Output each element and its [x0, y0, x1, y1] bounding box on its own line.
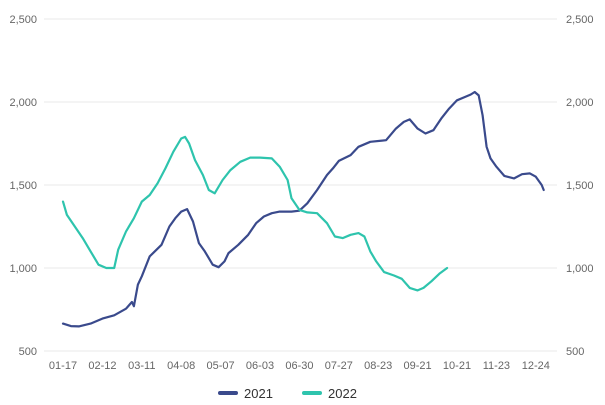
x-axis: 01-17 02-12 03-11 04-08 05-07 06-03 06-30 07-27…: [49, 360, 550, 372]
x-tick-9: 09-21: [404, 360, 432, 372]
legend-item-2022[interactable]: 2022: [302, 386, 357, 401]
x-tick-5: 06-03: [246, 360, 274, 372]
legend-swatch-2022: [302, 391, 322, 395]
x-tick-6: 06-30: [285, 360, 313, 372]
series-lines: [61, 90, 545, 328]
y-tick-right-3: 2,000: [566, 97, 594, 109]
y-tick-left-3: 2,000: [9, 97, 37, 109]
gridlines: [44, 18, 557, 352]
legend: 2021 2022: [218, 386, 357, 401]
series-line-2022: [61, 135, 449, 292]
x-tick-7: 07-27: [325, 360, 353, 372]
left-y-axis: 500 1,000 1,500 2,000 2,500: [9, 14, 37, 358]
y-tick-right-0: 500: [566, 346, 584, 358]
x-tick-4: 05-07: [207, 360, 235, 372]
x-tick-10: 10-21: [443, 360, 471, 372]
y-tick-right-2: 1,500: [566, 180, 594, 192]
y-tick-right-1: 1,000: [566, 263, 594, 275]
x-tick-0: 01-17: [49, 360, 77, 372]
series-line-2021: [61, 90, 545, 328]
legend-item-2021[interactable]: 2021: [218, 386, 273, 401]
y-tick-left-4: 2,500: [9, 14, 37, 26]
x-tick-11: 11-23: [483, 360, 510, 372]
x-tick-1: 02-12: [88, 360, 116, 372]
right-y-axis: 500 1,000 1,500 2,000 2,500: [566, 14, 594, 358]
y-tick-left-0: 500: [19, 346, 37, 358]
legend-label-2021: 2021: [244, 386, 273, 401]
y-tick-right-4: 2,500: [566, 14, 594, 26]
x-tick-3: 04-08: [167, 360, 195, 372]
y-tick-left-2: 1,500: [9, 180, 37, 192]
x-tick-8: 08-23: [364, 360, 392, 372]
legend-label-2022: 2022: [328, 386, 357, 401]
x-tick-12: 12-24: [522, 360, 550, 372]
legend-swatch-2021: [218, 391, 238, 395]
x-tick-2: 03-11: [128, 360, 155, 372]
y-tick-left-1: 1,000: [9, 263, 37, 275]
